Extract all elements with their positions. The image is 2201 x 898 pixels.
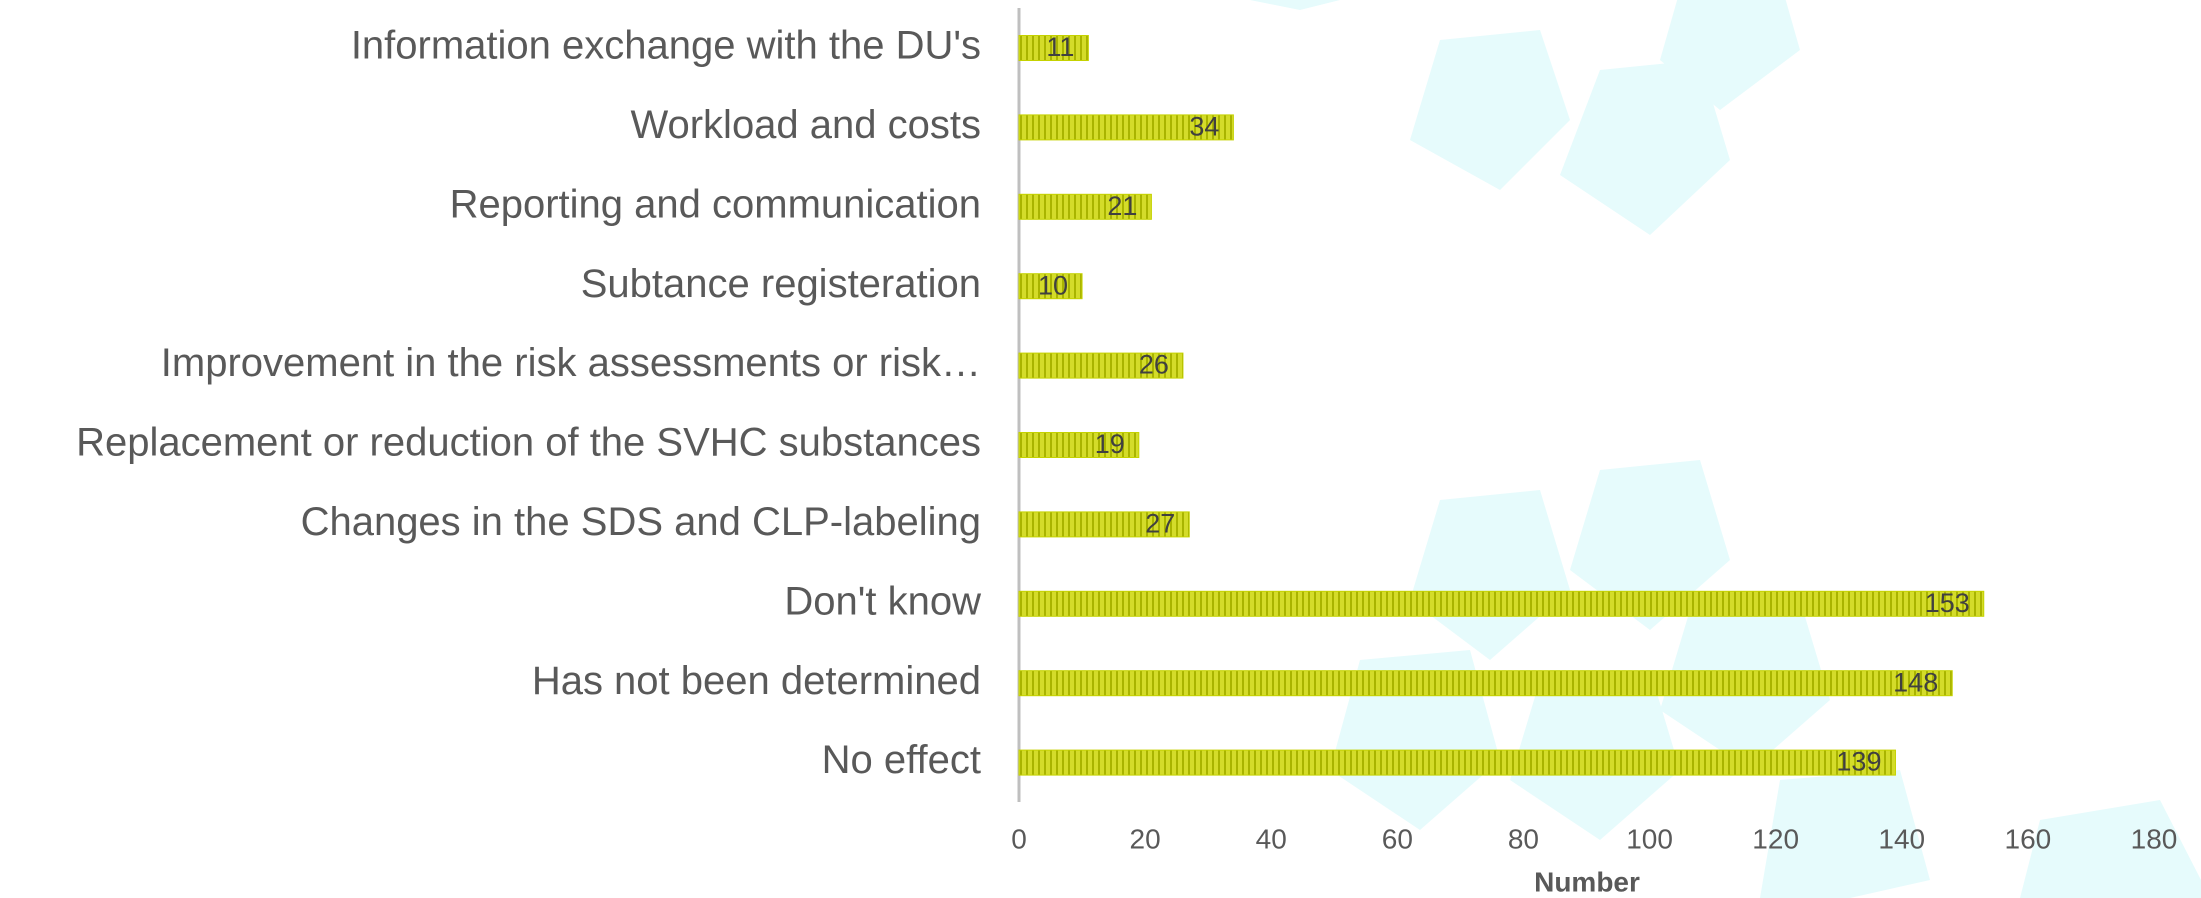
bar: [1018, 114, 1234, 141]
bar: [1018, 352, 1184, 379]
x-tick-label: 60: [1382, 823, 1413, 854]
data-label: 148: [1893, 667, 1938, 697]
x-tick-label: 180: [2131, 823, 2178, 854]
category-label: Has not been determined: [532, 659, 981, 703]
category-label: Workload and costs: [630, 103, 981, 147]
data-label: 26: [1139, 350, 1169, 380]
x-axis-label: Number: [1534, 866, 1640, 897]
x-tick-label: 40: [1256, 823, 1287, 854]
data-label: 153: [1925, 588, 1970, 618]
bar: [1018, 511, 1190, 538]
category-label: Reporting and communication: [450, 182, 981, 226]
data-label: 21: [1107, 191, 1137, 221]
bar: [1018, 193, 1152, 220]
data-label: 10: [1038, 270, 1068, 300]
category-label: Changes in the SDS and CLP-labeling: [301, 500, 981, 544]
data-label: 11: [1046, 32, 1074, 62]
bar: [1018, 273, 1083, 300]
bar: [1018, 670, 1953, 697]
bar: [1018, 35, 1089, 61]
x-tick-label: 120: [1752, 823, 1799, 854]
data-label: 34: [1189, 112, 1219, 142]
x-tick-label: 0: [1011, 823, 1027, 854]
x-tick-label: 100: [1626, 823, 1673, 854]
category-label: Improvement in the risk assessments or r…: [161, 341, 981, 385]
data-label: 139: [1836, 747, 1881, 777]
bar: [1018, 749, 1896, 776]
category-label: Replacement or reduction of the SVHC sub…: [76, 421, 981, 465]
category-label: No effect: [822, 738, 981, 782]
x-tick-label: 80: [1508, 823, 1539, 854]
data-label: 19: [1095, 429, 1125, 459]
x-tick-label: 160: [2005, 823, 2052, 854]
x-tick-label: 140: [1878, 823, 1925, 854]
category-label: Information exchange with the DU's: [351, 24, 981, 68]
bar: [1018, 590, 1985, 617]
category-label: Subtance registeration: [581, 262, 981, 306]
bar: [1018, 432, 1140, 458]
data-label: 27: [1145, 509, 1175, 539]
category-label: Don't know: [784, 579, 981, 623]
x-tick-label: 20: [1130, 823, 1161, 854]
